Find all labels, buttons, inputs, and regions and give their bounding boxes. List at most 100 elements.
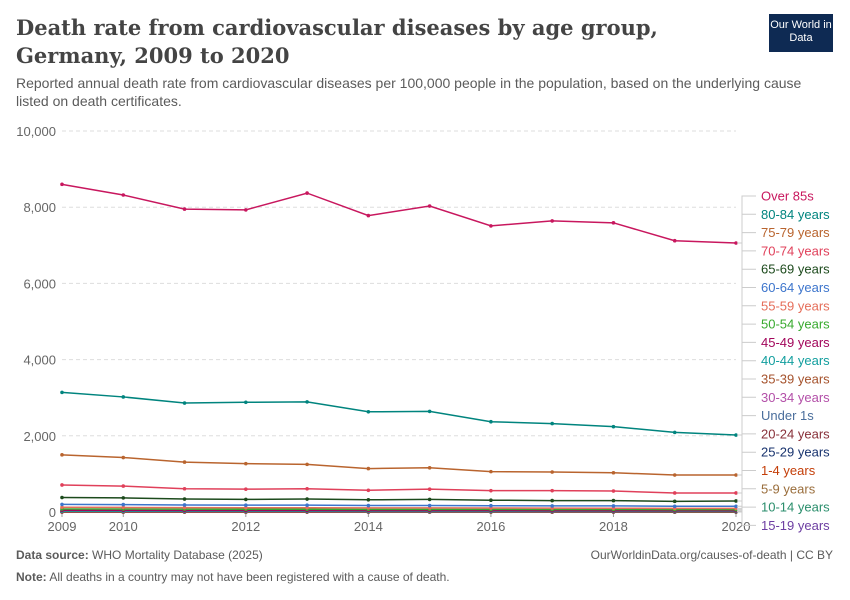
- data-point[interactable]: [244, 497, 248, 502]
- data-point[interactable]: [366, 503, 371, 508]
- series-line[interactable]: [61, 484, 736, 494]
- data-point[interactable]: [121, 502, 126, 507]
- data-point[interactable]: [305, 505, 309, 510]
- legend-label[interactable]: 45-49 years: [761, 335, 830, 350]
- legend-label[interactable]: 65-69 years: [761, 262, 830, 277]
- data-point[interactable]: [121, 193, 126, 197]
- data-point[interactable]: [550, 470, 554, 474]
- data-point[interactable]: [734, 504, 738, 509]
- legend-label[interactable]: 75-79 years: [761, 225, 830, 240]
- data-point[interactable]: [427, 204, 432, 208]
- data-point[interactable]: [305, 497, 309, 501]
- data-point[interactable]: [550, 504, 554, 508]
- data-point[interactable]: [182, 486, 187, 491]
- legend-label[interactable]: Under 1s: [761, 408, 814, 423]
- data-point[interactable]: [672, 238, 677, 243]
- data-point[interactable]: [305, 503, 309, 507]
- data-point[interactable]: [60, 495, 64, 500]
- data-point[interactable]: [121, 395, 126, 399]
- legend-label[interactable]: 60-64 years: [761, 280, 830, 295]
- data-point[interactable]: [427, 409, 432, 414]
- data-point[interactable]: [489, 419, 493, 424]
- data-point[interactable]: [305, 462, 309, 467]
- data-point[interactable]: [60, 502, 64, 507]
- data-point[interactable]: [182, 207, 187, 211]
- data-point[interactable]: [427, 497, 432, 502]
- legend-label[interactable]: 35-39 years: [761, 372, 830, 387]
- data-point[interactable]: [672, 473, 677, 477]
- legend-label[interactable]: 80-84 years: [761, 207, 830, 222]
- data-point[interactable]: [244, 487, 248, 491]
- data-point[interactable]: [427, 487, 432, 491]
- data-point[interactable]: [489, 503, 493, 508]
- data-point[interactable]: [672, 504, 677, 509]
- data-point[interactable]: [489, 224, 493, 228]
- data-point[interactable]: [550, 498, 554, 503]
- owid-logo[interactable]: Our World in Data: [769, 14, 833, 52]
- data-point[interactable]: [366, 488, 371, 493]
- legend-label[interactable]: 5-9 years: [761, 481, 816, 496]
- data-point[interactable]: [489, 469, 493, 474]
- series-75-79-years[interactable]: [60, 453, 738, 477]
- data-point[interactable]: [734, 473, 738, 477]
- legend-label[interactable]: 70-74 years: [761, 243, 830, 258]
- legend-label[interactable]: 10-14 years: [761, 500, 830, 515]
- data-point[interactable]: [305, 400, 309, 404]
- data-point[interactable]: [427, 466, 432, 470]
- data-point[interactable]: [121, 455, 126, 460]
- data-point[interactable]: [550, 488, 554, 493]
- data-point[interactable]: [489, 498, 493, 502]
- data-point[interactable]: [244, 505, 248, 510]
- data-point[interactable]: [366, 498, 371, 502]
- data-point[interactable]: [121, 496, 126, 500]
- data-point[interactable]: [121, 505, 126, 510]
- data-point[interactable]: [734, 499, 738, 503]
- data-point[interactable]: [182, 497, 187, 501]
- data-point[interactable]: [611, 424, 616, 429]
- legend-label[interactable]: Over 85s: [761, 189, 814, 204]
- data-point[interactable]: [611, 489, 616, 493]
- series-65-69-years[interactable]: [60, 495, 738, 504]
- data-point[interactable]: [734, 241, 738, 245]
- legend-label[interactable]: 1-4 years: [761, 463, 816, 478]
- data-point[interactable]: [734, 433, 738, 437]
- data-point[interactable]: [489, 488, 493, 493]
- data-point[interactable]: [366, 409, 371, 414]
- legend-label[interactable]: 40-44 years: [761, 353, 830, 368]
- data-point[interactable]: [244, 400, 248, 405]
- data-point[interactable]: [672, 430, 677, 435]
- legend-label[interactable]: 20-24 years: [761, 426, 830, 441]
- data-point[interactable]: [366, 466, 371, 471]
- data-point[interactable]: [121, 484, 126, 488]
- data-point[interactable]: [305, 486, 309, 491]
- data-point[interactable]: [734, 491, 738, 495]
- series-70-74-years[interactable]: [60, 483, 738, 495]
- data-point[interactable]: [182, 505, 187, 510]
- data-point[interactable]: [60, 505, 64, 510]
- data-point[interactable]: [427, 503, 432, 508]
- data-point[interactable]: [305, 191, 309, 195]
- legend-label[interactable]: 30-34 years: [761, 390, 830, 405]
- data-point[interactable]: [244, 461, 248, 466]
- data-point[interactable]: [182, 503, 187, 507]
- series-line[interactable]: [61, 454, 736, 476]
- data-point[interactable]: [611, 221, 616, 225]
- legend-label[interactable]: 25-29 years: [761, 445, 830, 460]
- data-point[interactable]: [550, 219, 554, 223]
- data-point[interactable]: [60, 390, 64, 395]
- legend-label[interactable]: 50-54 years: [761, 317, 830, 332]
- data-point[interactable]: [60, 453, 64, 457]
- data-point[interactable]: [60, 483, 64, 487]
- series-60-64-years[interactable]: [60, 502, 738, 509]
- legend-label[interactable]: 15-19 years: [761, 518, 830, 533]
- data-point[interactable]: [672, 491, 677, 495]
- data-point[interactable]: [182, 460, 187, 464]
- series-line[interactable]: [61, 508, 736, 511]
- series-line[interactable]: [61, 183, 737, 244]
- data-point[interactable]: [366, 213, 371, 218]
- data-point[interactable]: [611, 470, 616, 475]
- series-line[interactable]: [61, 496, 737, 503]
- data-point[interactable]: [550, 421, 554, 426]
- legend-label[interactable]: 55-59 years: [761, 298, 830, 313]
- series-line[interactable]: [61, 506, 737, 510]
